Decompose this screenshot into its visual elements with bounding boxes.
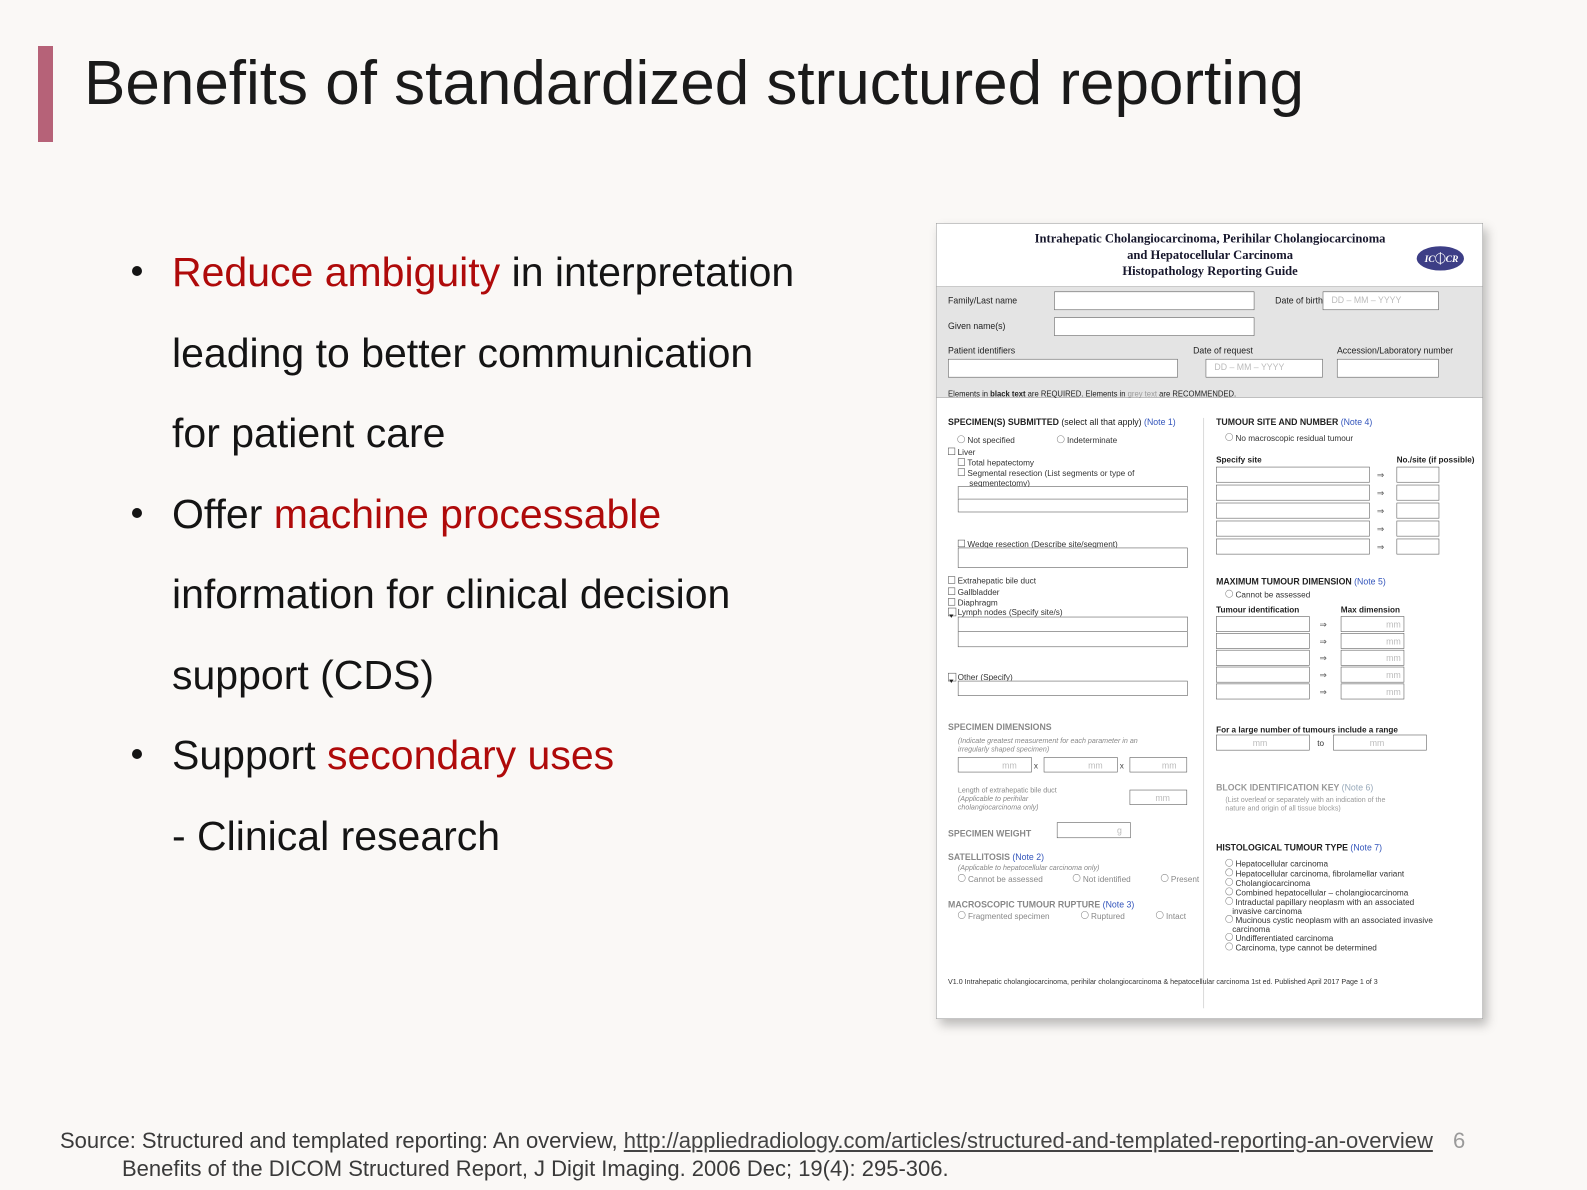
svg-text:CR: CR xyxy=(1446,254,1459,265)
svg-text:IC: IC xyxy=(1424,254,1436,265)
